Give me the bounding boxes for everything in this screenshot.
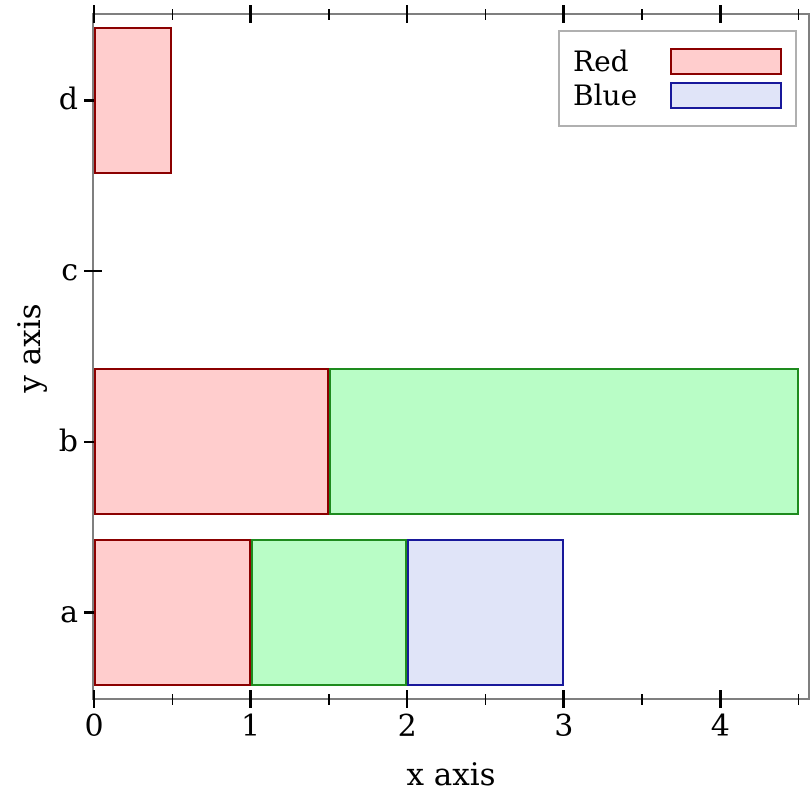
legend-entry-red: Red	[573, 45, 782, 78]
y-tick-label: a	[60, 594, 78, 630]
x-tick-label: 4	[710, 709, 730, 744]
x-minor-tick-top	[641, 8, 643, 20]
x-tick-label: 3	[554, 709, 574, 744]
x-minor-tick-bottom	[328, 693, 330, 705]
x-major-tick-bottom	[562, 690, 565, 708]
legend-entry-blue: Blue	[573, 79, 782, 112]
x-major-tick-bottom	[405, 690, 409, 708]
x-minor-tick-bottom	[171, 693, 173, 705]
x-major-tick-top	[562, 5, 565, 23]
bar-segment-a-red	[94, 539, 251, 687]
legend: Red Blue	[558, 30, 797, 127]
plot-area: Red Blue 0 1 2 3 4 a b c d	[59, 5, 810, 744]
x-minor-tick-bottom	[797, 693, 800, 705]
legend-swatch-blue	[670, 82, 782, 109]
x-major-tick-bottom	[249, 690, 252, 708]
y-tick-label: b	[58, 423, 78, 459]
bar-segment-b-red	[94, 368, 329, 516]
y-tick	[84, 269, 102, 273]
y-tick-label: c	[61, 253, 78, 289]
x-major-tick-top	[249, 5, 252, 23]
y-axis-title: y axis	[12, 303, 48, 393]
x-tick-label: 1	[241, 709, 261, 744]
legend-swatch-red	[670, 48, 782, 75]
x-major-tick-top	[405, 5, 409, 23]
x-minor-tick-bottom	[641, 693, 643, 705]
y-tick	[84, 611, 102, 614]
y-tick	[84, 99, 102, 102]
x-major-tick-top	[92, 5, 96, 23]
legend-label: Blue	[573, 79, 638, 112]
x-minor-tick-top	[484, 8, 487, 20]
bar-segment-a-green	[250, 539, 408, 687]
x-minor-tick-bottom	[484, 693, 487, 705]
x-major-tick-top	[719, 5, 722, 23]
bar-segment-a-blue	[407, 539, 564, 687]
x-minor-tick-top	[797, 8, 800, 20]
x-minor-tick-top	[171, 8, 173, 20]
y-tick-label: d	[58, 82, 78, 118]
x-major-tick-bottom	[92, 690, 96, 708]
bar-segment-b-green	[328, 368, 799, 516]
x-axis-title: x axis	[406, 757, 496, 793]
x-tick-label: 2	[397, 709, 417, 744]
x-tick-label: 0	[84, 709, 104, 744]
bar-segment-d-red	[94, 26, 173, 174]
y-tick	[84, 440, 102, 444]
x-minor-tick-top	[328, 8, 330, 20]
x-major-tick-bottom	[719, 690, 722, 708]
legend-label: Red	[573, 45, 629, 78]
